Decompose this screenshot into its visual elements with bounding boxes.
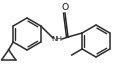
Text: NH: NH	[51, 36, 62, 42]
Text: O: O	[61, 3, 69, 12]
